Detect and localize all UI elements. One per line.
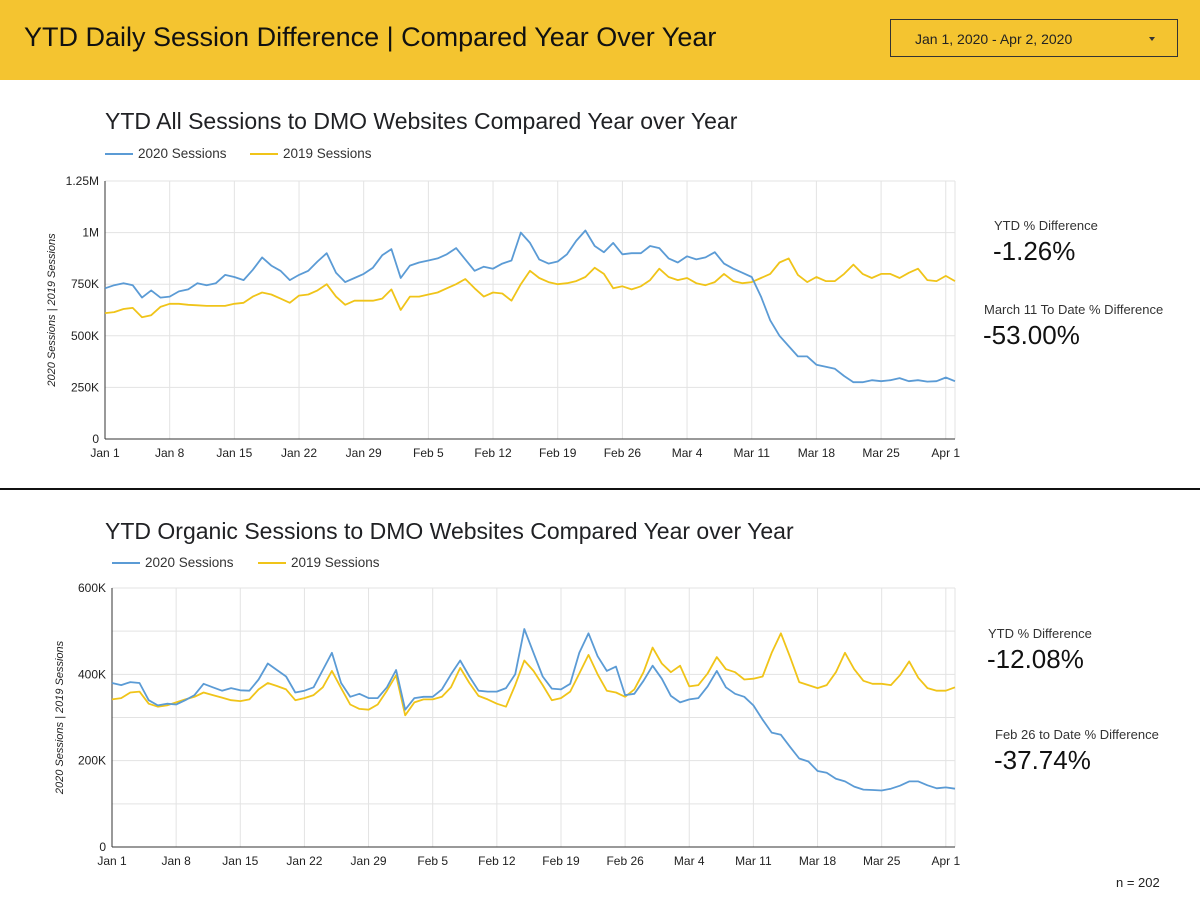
organic-sessions-chart: YTD Organic Sessions to DMO Websites Com… [54,518,961,868]
x-tick-label: Jan 1 [97,854,127,868]
legend-label-0: 2020 Sessions [145,555,234,570]
y-tick-label: 250K [71,380,99,394]
x-tick-label: Mar 11 [734,446,771,460]
bottom-ytd-value: -12.08% [987,644,1084,674]
x-tick-label: Jan 1 [90,446,120,460]
legend-label-0: 2020 Sessions [138,146,227,161]
y-tick-label: 500K [71,329,99,343]
y-tick-label: 400K [78,667,106,681]
x-tick-label: Jan 8 [161,854,191,868]
dropdown-caret-icon [1149,37,1155,41]
series-line-2020 [104,229,956,384]
y-tick-label: 0 [99,840,106,854]
x-tick-label: Feb 5 [417,854,448,868]
legend-label-1: 2019 Sessions [291,555,380,570]
section-divider [0,488,1200,490]
bottom-ytd-label: YTD % Difference [988,626,1092,641]
header-bar: YTD Daily Session Difference | Compared … [0,0,1200,80]
series-line-2020 [111,628,956,792]
legend-label-1: 2019 Sessions [283,146,372,161]
x-tick-label: Feb 26 [606,854,644,868]
series-line-2019 [104,257,956,319]
x-tick-label: Mar 4 [674,854,705,868]
y-tick-label: 1.25M [66,174,99,188]
y-axis-title: 2020 Sessions | 2019 Sessions [46,233,58,388]
top-ytd-label: YTD % Difference [994,218,1098,233]
x-tick-label: Feb 12 [474,446,512,460]
y-tick-label: 600K [78,581,106,595]
date-range-value: Jan 1, 2020 - Apr 2, 2020 [915,31,1073,47]
bottom-since-value: -37.74% [994,745,1091,775]
sample-size-note: n = 202 [1116,875,1160,890]
y-tick-label: 0 [92,432,99,446]
x-tick-label: Apr 1 [931,854,960,868]
x-tick-label: Mar 11 [735,854,772,868]
x-tick-label: Mar 25 [862,446,900,460]
x-tick-label: Mar 4 [672,446,703,460]
x-tick-label: Feb 26 [604,446,642,460]
all-sessions-chart: YTD All Sessions to DMO Websites Compare… [46,108,960,460]
x-tick-label: Apr 1 [931,446,960,460]
x-tick-label: Feb 19 [542,854,580,868]
y-tick-label: 1M [82,226,99,240]
x-tick-label: Mar 18 [798,446,836,460]
x-tick-label: Jan 22 [286,854,322,868]
series-line-2019 [111,632,956,717]
x-tick-label: Jan 15 [222,854,258,868]
chart-title: YTD All Sessions to DMO Websites Compare… [105,108,738,134]
x-tick-label: Feb 12 [478,854,516,868]
x-tick-label: Jan 29 [351,854,387,868]
top-since-value: -53.00% [983,320,1080,350]
x-tick-label: Jan 22 [281,446,317,460]
page-title: YTD Daily Session Difference | Compared … [24,22,717,52]
x-tick-label: Jan 15 [216,446,252,460]
x-tick-label: Feb 19 [539,446,577,460]
y-tick-label: 200K [78,754,106,768]
x-tick-label: Mar 25 [863,854,901,868]
y-axis-title: 2020 Sessions | 2019 Sessions [54,640,66,795]
bottom-since-label: Feb 26 to Date % Difference [995,727,1159,742]
y-tick-label: 750K [71,277,99,291]
x-tick-label: Feb 5 [413,446,444,460]
x-tick-label: Jan 29 [346,446,382,460]
date-range-selector[interactable]: Jan 1, 2020 - Apr 2, 2020 [890,19,1178,57]
chart-title: YTD Organic Sessions to DMO Websites Com… [105,518,794,544]
top-since-label: March 11 To Date % Difference [984,302,1164,317]
x-tick-label: Jan 8 [155,446,185,460]
top-ytd-value: -1.26% [993,236,1076,266]
x-tick-label: Mar 18 [799,854,837,868]
